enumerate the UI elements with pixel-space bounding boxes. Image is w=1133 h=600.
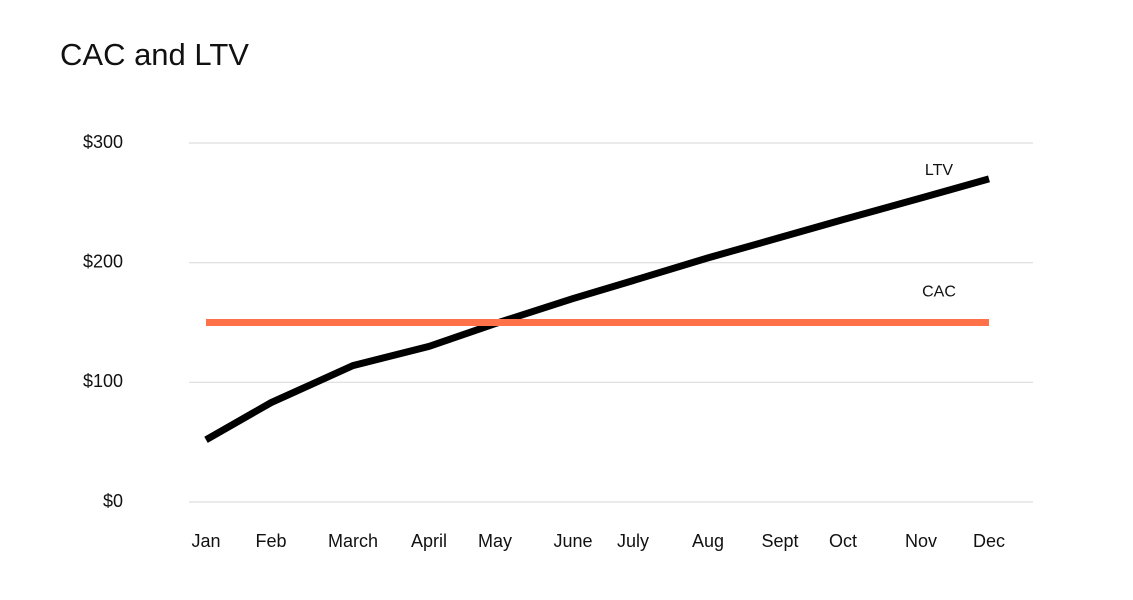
y-tick-label: $100: [83, 371, 123, 391]
x-tick-label: May: [478, 531, 512, 551]
y-tick-label: $200: [83, 251, 123, 271]
x-tick-label: Nov: [905, 531, 937, 551]
series-label: LTV: [925, 162, 953, 179]
x-tick-label: March: [328, 531, 378, 551]
y-tick-label: $0: [103, 491, 123, 511]
x-tick-label: Sept: [761, 531, 798, 551]
x-tick-label: Aug: [692, 531, 724, 551]
x-tick-label: Jan: [191, 531, 220, 551]
line-series: [204, 175, 990, 443]
y-tick-label: $300: [83, 132, 123, 152]
x-tick-label: Oct: [829, 531, 857, 551]
x-tick-label: July: [617, 531, 649, 551]
x-tick-label: April: [411, 531, 447, 551]
x-tick-label: Dec: [973, 531, 1005, 551]
series-label: CAC: [922, 284, 956, 301]
chart-title: CAC and LTV: [60, 37, 249, 72]
x-tick-label: June: [553, 531, 592, 551]
x-tick-label: Feb: [255, 531, 286, 551]
